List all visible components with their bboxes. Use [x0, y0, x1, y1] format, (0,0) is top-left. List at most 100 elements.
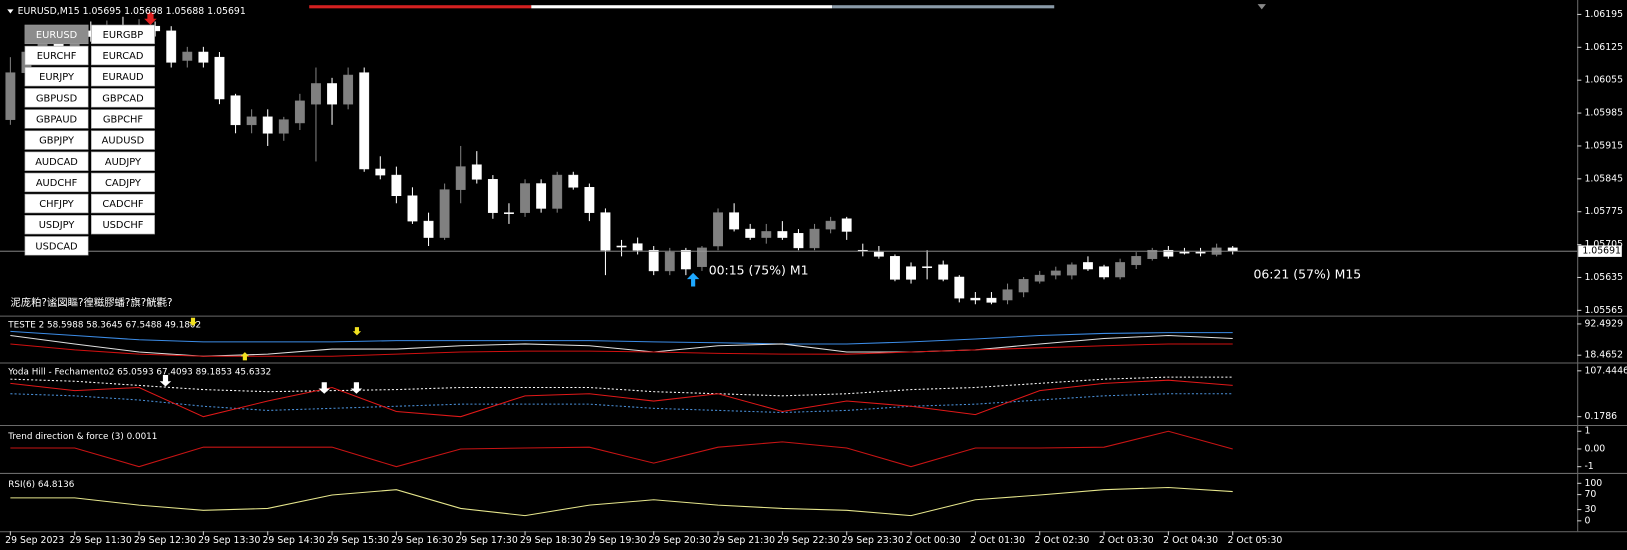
candle-body [648, 249, 659, 272]
button-label: GBPJPY [39, 136, 75, 147]
symbol-button[interactable]: GBPCAD [90, 88, 155, 108]
candle-body [5, 72, 16, 120]
button-label: EURAUD [102, 72, 144, 83]
signal-arrow [350, 382, 363, 394]
candle-body [825, 220, 836, 230]
symbol-button[interactable]: GBPJPY [24, 130, 89, 150]
x-tick-label: 2 Oct 02:30 [1035, 535, 1090, 546]
indicator-line [10, 486, 1233, 517]
bar-segment [531, 5, 833, 9]
y-tick-label: 0.1786 [1584, 411, 1617, 422]
button-label: AUDJPY [105, 157, 142, 168]
button-label: GBPCHF [103, 114, 144, 125]
symbol-button[interactable]: AUDJPY [90, 151, 155, 171]
y-tick-label: 1.05915 [1584, 140, 1623, 151]
candle-body [970, 297, 981, 301]
candle-body [1050, 270, 1061, 276]
symbol-button[interactable]: EURAUD [90, 66, 155, 87]
candle-body [439, 189, 450, 238]
symbol-button[interactable]: EURCHF [24, 45, 89, 66]
symbol-button[interactable]: EURGBP [90, 24, 155, 45]
panel-frames [0, 0, 1627, 533]
symbol-button[interactable]: GBPAUD [24, 109, 89, 129]
candle-body [1147, 249, 1158, 259]
symbol-button[interactable]: GBPUSD [24, 88, 89, 108]
button-face [90, 88, 155, 108]
button-face [90, 45, 155, 66]
candle-body [1195, 251, 1206, 254]
shift-marker [1257, 4, 1266, 10]
button-label: USDCAD [35, 241, 78, 252]
button-label: AUDCHF [36, 178, 78, 189]
button-face [90, 172, 155, 193]
symbol-button[interactable]: AUDCHF [24, 172, 89, 193]
symbol-button[interactable]: CHFJPY [24, 193, 89, 214]
header-toggle[interactable] [7, 9, 14, 14]
symbol-button[interactable]: GBPCHF [90, 109, 155, 129]
candle-body [182, 51, 193, 61]
button-face [90, 151, 155, 171]
x-tick-label: 29 Sep 14:30 [263, 535, 325, 546]
candle-body [1018, 279, 1029, 293]
y-tick-label: 1.06055 [1584, 75, 1623, 86]
signal-arrow [240, 352, 250, 361]
button-face [90, 214, 155, 235]
candle-body [1002, 289, 1013, 301]
button-face [90, 66, 155, 87]
candle-body [471, 164, 482, 180]
timer-label: 06:21 (57%) M15 [1253, 266, 1361, 281]
bar-segment [832, 5, 1055, 9]
symbol-button[interactable]: AUDCAD [24, 151, 89, 171]
y-tick-label: 1 [1584, 426, 1590, 437]
symbol-buttons: EURUSD EURGBP EURCHF EURCAD EURJPY EURAUD GBPU… [24, 24, 155, 256]
candle-body [230, 95, 241, 126]
sell-arrow [144, 12, 157, 25]
symbol-button[interactable]: EURUSD [24, 24, 89, 45]
button-label: GBPUSD [36, 93, 78, 104]
symbol-button[interactable]: CADCHF [90, 193, 155, 214]
timer-label: 00:15 (75%) M1 [709, 262, 809, 277]
candle-body [375, 168, 386, 176]
x-tick-label: 29 Sep 20:30 [649, 535, 711, 546]
x-tick-label: 2 Oct 00:30 [906, 535, 961, 546]
candle-body [809, 228, 820, 249]
button-face [90, 24, 155, 45]
candle-body [1034, 274, 1045, 282]
candle-body [1115, 262, 1126, 278]
current-price-label: 1.05691 [1582, 246, 1621, 257]
y-tick-label: 1.05985 [1584, 108, 1623, 119]
candle-body [311, 83, 321, 105]
symbol-button[interactable]: USDCAD [24, 236, 89, 256]
candle-body [745, 228, 756, 238]
symbol-button[interactable]: USDJPY [24, 214, 89, 235]
current-price-box [1578, 245, 1622, 257]
x-tick-label: 29 Sep 13:30 [198, 535, 260, 546]
candle-body [343, 74, 354, 105]
candle-body [890, 256, 900, 280]
candle-body [841, 218, 852, 232]
symbol-button[interactable]: EURCAD [90, 45, 155, 66]
candle-body [680, 249, 691, 270]
button-label: GBPCAD [102, 93, 144, 104]
symbol-button[interactable]: CADJPY [90, 172, 155, 193]
indicator-line [10, 430, 1233, 468]
candle-body [938, 264, 949, 280]
candle-body [214, 56, 225, 100]
button-face [24, 151, 89, 171]
y-tick-label: 1.05775 [1584, 206, 1623, 217]
candle-body [487, 179, 498, 213]
symbol-button[interactable]: AUDUSD [90, 130, 155, 150]
symbol-button[interactable]: EURJPY [24, 66, 89, 87]
x-tick-label: 29 Sep 12:30 [134, 535, 196, 546]
buy-arrow [686, 272, 700, 287]
button-label: CADCHF [102, 199, 143, 210]
button-face [90, 130, 155, 150]
y-tick-label: 107.4446 [1584, 365, 1627, 376]
indicator-line [10, 393, 1233, 414]
candle-body [1179, 251, 1190, 254]
candle-body [504, 212, 514, 214]
x-tick-label: 29 Sep 23:30 [842, 535, 904, 546]
x-tick-label: 2 Oct 05:30 [1228, 535, 1283, 546]
symbol-button[interactable]: USDCHF [90, 214, 155, 235]
